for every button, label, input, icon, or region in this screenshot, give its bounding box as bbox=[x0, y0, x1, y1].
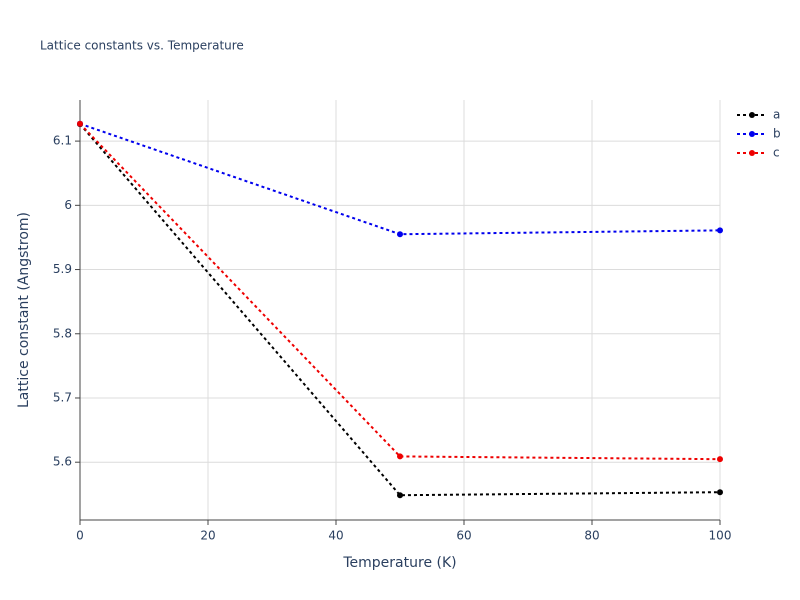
x-tick-label: 40 bbox=[328, 529, 343, 543]
y-tick-label: 5.8 bbox=[53, 326, 72, 340]
legend-label: b bbox=[773, 127, 781, 141]
y-axis-title: Lattice constant (Angstrom) bbox=[16, 212, 32, 408]
legend-marker bbox=[749, 150, 755, 156]
x-tick-label: 60 bbox=[456, 529, 471, 543]
data-point bbox=[397, 453, 403, 460]
data-point bbox=[397, 231, 403, 238]
x-tick-label: 100 bbox=[709, 529, 732, 543]
x-tick-label: 80 bbox=[584, 529, 599, 543]
series-line bbox=[79, 122, 721, 236]
data-point bbox=[717, 456, 723, 463]
x-axis-title: Temperature (K) bbox=[342, 555, 456, 571]
y-tick-label: 6.1 bbox=[53, 134, 72, 148]
data-point bbox=[77, 120, 83, 127]
series-line bbox=[79, 123, 721, 497]
y-tick-label: 5.7 bbox=[53, 390, 72, 404]
y-tick-label: 5.9 bbox=[53, 262, 72, 276]
legend-label: a bbox=[773, 108, 780, 122]
chart-title: Lattice constants vs. Temperature bbox=[40, 39, 244, 53]
x-tick-label: 20 bbox=[200, 529, 215, 543]
data-point bbox=[397, 492, 403, 499]
y-tick-label: 5.6 bbox=[53, 455, 72, 469]
legend-marker bbox=[749, 131, 755, 137]
y-tick-label: 6 bbox=[64, 198, 72, 212]
data-point bbox=[717, 489, 723, 496]
data-point bbox=[717, 227, 723, 234]
legend-marker bbox=[749, 112, 755, 118]
legend-label: c bbox=[773, 146, 780, 160]
x-tick-label: 0 bbox=[76, 529, 84, 543]
series-line bbox=[79, 123, 721, 461]
